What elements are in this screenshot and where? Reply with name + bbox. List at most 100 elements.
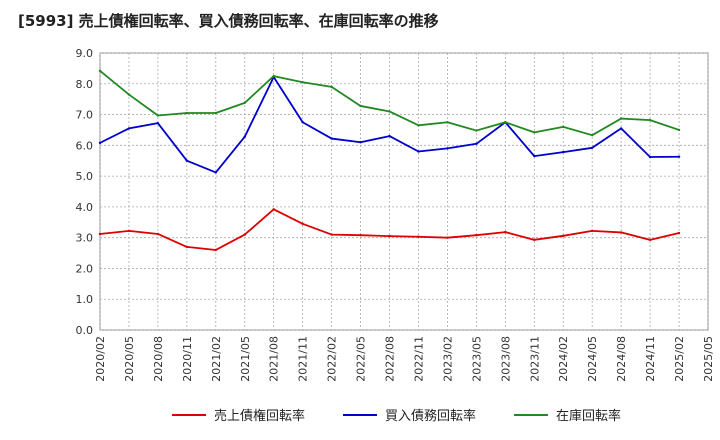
data-point	[359, 104, 362, 108]
data-point	[98, 69, 102, 73]
x-tick-label: 2021/02	[210, 336, 223, 382]
x-tick-label: 2020/08	[152, 336, 165, 382]
axes: 0.0 1.0 2.0 3.0 4.0 5.0 6.0 7.0 8.0 9.0 2020/02 202…	[76, 47, 716, 382]
x-tick-label: 2025/05	[702, 336, 715, 382]
y-tick-label: 9.0	[76, 47, 94, 60]
chart-title: [5993] 売上債権回転率、買入債務回転率、在庫回転率の推移	[18, 12, 439, 30]
data-point	[214, 111, 218, 115]
x-tick-label: 2020/05	[123, 336, 136, 382]
data-point	[185, 159, 189, 162]
data-point	[562, 125, 565, 129]
data-point	[388, 234, 391, 238]
x-tick-label: 2020/02	[94, 336, 107, 382]
x-tick-label: 2023/08	[499, 336, 512, 382]
data-point	[619, 117, 623, 120]
series-lines	[98, 69, 681, 252]
data-point	[417, 124, 420, 127]
data-point	[272, 208, 275, 211]
y-tick-label: 2.0	[76, 262, 94, 275]
y-tick-label: 0.0	[76, 324, 94, 337]
data-point	[533, 154, 536, 158]
x-tick-label: 2021/08	[268, 336, 281, 382]
data-point	[301, 81, 304, 84]
y-tick-label: 8.0	[76, 78, 94, 91]
data-point	[619, 127, 623, 130]
data-point	[475, 234, 478, 237]
x-tick-label: 2024/02	[557, 336, 570, 382]
data-point	[648, 118, 652, 122]
data-point	[301, 222, 304, 226]
x-tick-label: 2024/11	[644, 336, 657, 382]
data-point	[359, 234, 362, 237]
data-point	[590, 146, 594, 149]
data-point	[127, 229, 131, 233]
data-point	[272, 74, 275, 78]
data-point	[648, 155, 652, 159]
data-point	[533, 131, 536, 134]
data-point	[185, 245, 189, 249]
data-point	[677, 155, 681, 158]
data-point	[214, 248, 218, 252]
x-tick-label: 2023/02	[441, 336, 454, 382]
x-tick-label: 2021/05	[239, 336, 252, 382]
y-tick-label: 6.0	[76, 139, 94, 152]
y-tick-label: 1.0	[76, 293, 94, 306]
data-point	[446, 236, 449, 239]
data-point	[359, 141, 362, 144]
data-point	[243, 135, 246, 138]
data-point	[648, 238, 652, 242]
y-tick-label: 5.0	[76, 170, 94, 183]
x-tick-label: 2022/11	[412, 336, 425, 382]
data-point	[388, 110, 391, 113]
y-tick-label: 4.0	[76, 201, 94, 214]
x-tick-label: 2021/11	[297, 336, 310, 382]
data-point	[677, 231, 681, 235]
data-point	[127, 93, 131, 96]
data-point	[446, 121, 449, 124]
y-tick-label: 3.0	[76, 232, 94, 245]
data-point	[619, 231, 623, 234]
legend-label-1: 買入債務回転率	[385, 408, 476, 424]
data-point	[504, 121, 507, 124]
data-point	[98, 232, 102, 236]
data-point	[330, 233, 333, 236]
plot-frame	[99, 52, 709, 331]
data-point	[243, 101, 246, 105]
y-tick-label: 7.0	[76, 109, 94, 122]
data-point	[475, 129, 478, 132]
x-tick-label: 2024/08	[615, 336, 628, 382]
x-tick-label: 2023/05	[470, 336, 483, 382]
x-tick-label: 2024/05	[586, 336, 599, 382]
data-point	[446, 147, 449, 150]
x-tick-label: 2020/11	[181, 336, 194, 382]
data-point	[156, 121, 160, 125]
x-tick-label: 2022/05	[355, 336, 368, 382]
legend: 売上債権回転率 買入債務回転率 在庫回転率	[172, 408, 621, 424]
data-point	[156, 114, 160, 117]
legend-label-2: 在庫回転率	[556, 408, 621, 424]
data-point	[533, 238, 536, 242]
data-point	[214, 171, 218, 174]
data-point	[677, 128, 681, 132]
data-point	[98, 141, 102, 145]
data-point	[590, 229, 594, 233]
data-point	[330, 85, 333, 89]
data-point	[301, 121, 304, 124]
data-point	[562, 234, 565, 238]
data-point	[475, 142, 478, 145]
x-tick-label: 2022/02	[326, 336, 339, 382]
data-point	[243, 233, 246, 236]
grid	[99, 52, 709, 331]
data-point	[185, 111, 189, 115]
data-point	[590, 133, 594, 137]
data-point	[388, 134, 391, 138]
data-point	[417, 150, 420, 153]
x-tick-label: 2025/02	[673, 336, 686, 382]
data-point	[156, 232, 160, 236]
x-tick-label: 2022/08	[384, 336, 397, 382]
x-tick-label: 2023/11	[528, 336, 541, 382]
data-point	[417, 235, 420, 238]
data-point	[504, 230, 507, 234]
legend-label-0: 売上債権回転率	[214, 408, 305, 424]
